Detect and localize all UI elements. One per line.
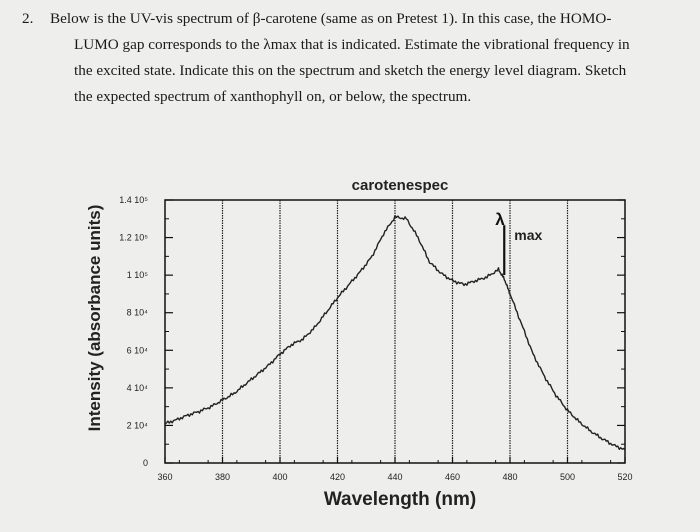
chart-title: carotenespec	[352, 177, 449, 194]
x-tick-label: 420	[330, 472, 345, 482]
x-tick-label: 360	[157, 472, 172, 482]
x-tick-label: 380	[215, 472, 230, 482]
question-line-2: LUMO gap corresponds to the λmax that is…	[74, 36, 630, 53]
question-text: Below is the UV-vis spectrum of β-carote…	[50, 6, 690, 110]
y-tick-label: 1.2 10⁵	[119, 233, 148, 243]
tick-layer: 360 380 400 420 440 460 480 500 520 0 2 10⁴ 4 10⁴ 6 …	[119, 195, 632, 482]
y-tick-label: 4 10⁴	[127, 383, 149, 393]
question-line-3: the excited state. Indicate this on the …	[74, 62, 627, 79]
x-tick-label: 480	[502, 472, 517, 482]
x-axis-label: Wavelength (nm)	[324, 489, 476, 510]
lambda-symbol: λ	[495, 210, 505, 229]
y-tick-label: 2 10⁴	[127, 420, 149, 430]
spectrum-line-0	[164, 214, 626, 451]
x-tick-label: 440	[387, 472, 402, 482]
y-tick-label: 1.4 10⁵	[119, 195, 148, 205]
lambda-max-label: max	[514, 227, 542, 243]
y-tick-label: 0	[143, 458, 148, 468]
question-line-4: the expected spectrum of xanthophyll on,…	[74, 88, 472, 105]
x-tick-label: 400	[272, 472, 287, 482]
annotation-layer: λmax	[495, 210, 542, 276]
x-tick-label: 460	[445, 472, 460, 482]
x-tick-label: 520	[617, 472, 632, 482]
question-line-1: Below is the UV-vis spectrum of β-carote…	[50, 10, 612, 27]
x-tick-label: 500	[560, 472, 575, 482]
y-tick-label: 6 10⁴	[127, 345, 149, 355]
y-axis-label: Intensity (absorbance units)	[85, 205, 104, 432]
series-layer	[164, 214, 626, 451]
question-number: 2.	[22, 10, 34, 27]
y-tick-label: 1 10⁵	[127, 270, 149, 280]
y-tick-label: 8 10⁴	[127, 308, 149, 318]
grid-layer	[221, 200, 569, 463]
